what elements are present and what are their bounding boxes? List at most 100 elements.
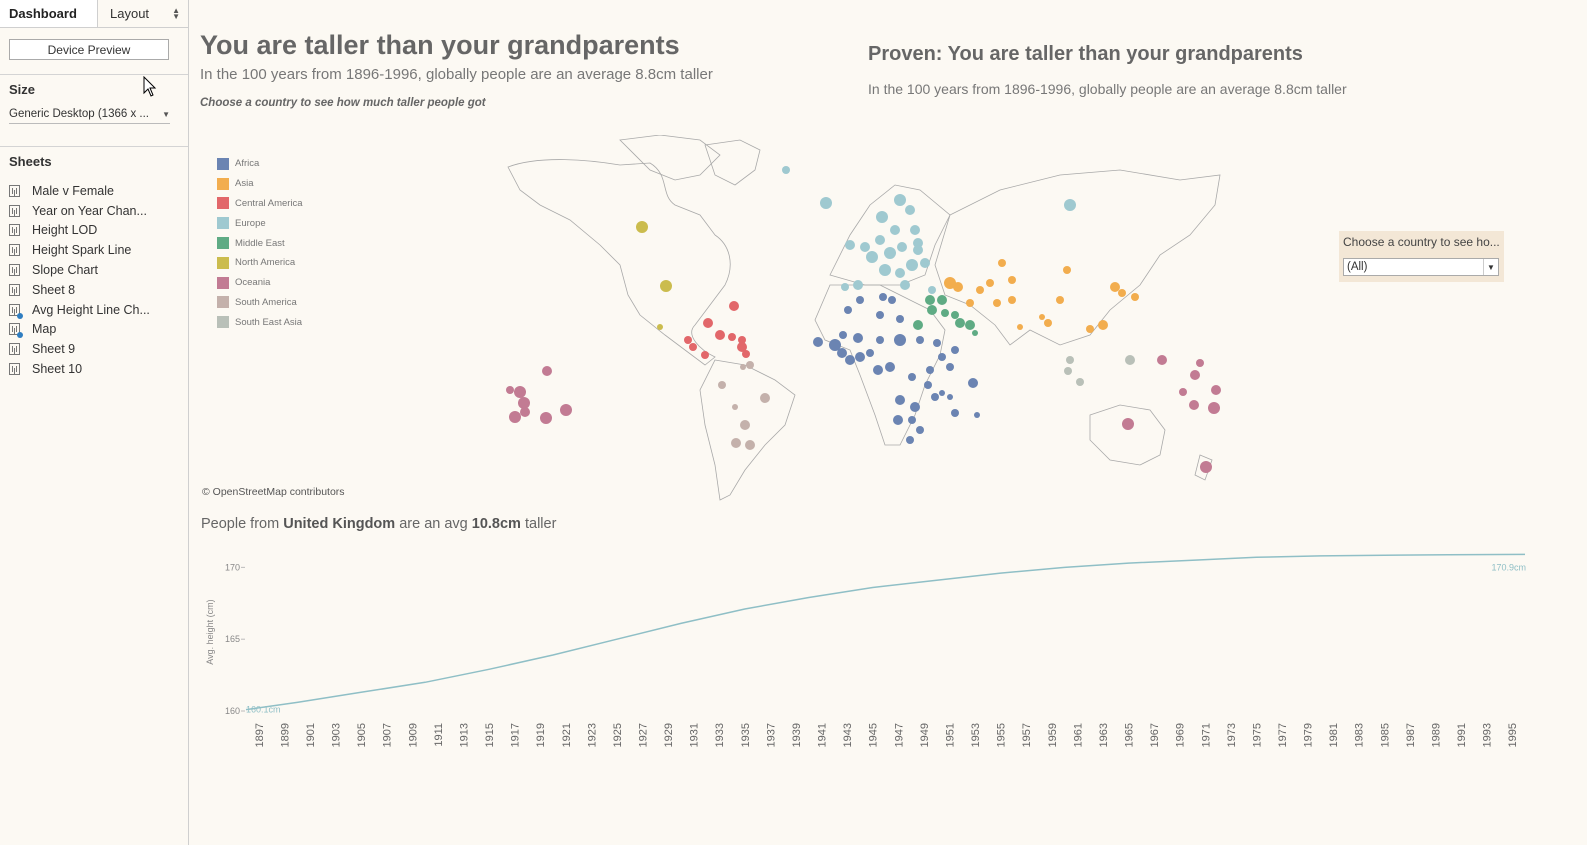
sheet-item[interactable]: Height Spark Line xyxy=(9,240,150,260)
sheet-item[interactable]: Male v Female xyxy=(9,181,150,201)
caption-country: United Kingdom xyxy=(283,516,396,532)
sidebar-tabs: Dashboard Layout ▲ ▼ xyxy=(0,0,188,28)
tab-dashboard[interactable]: Dashboard xyxy=(0,0,98,27)
x-tick-label: 1899 xyxy=(279,723,291,747)
legend-label: Oceania xyxy=(235,277,271,289)
map-dot xyxy=(976,286,984,294)
worksheet-icon xyxy=(9,224,20,237)
map-dot xyxy=(514,386,526,398)
map-dot xyxy=(845,355,855,365)
map-dot xyxy=(866,251,878,263)
x-tick-label: 1957 xyxy=(1021,723,1033,747)
map-dot xyxy=(845,240,855,250)
legend-swatch xyxy=(217,157,229,170)
chevron-down-icon: ▼ xyxy=(1483,259,1498,275)
sheet-item[interactable]: Height LOD xyxy=(9,221,150,241)
legend-item[interactable]: Middle East xyxy=(217,233,303,253)
sheet-item[interactable]: Sheet 8 xyxy=(9,280,150,300)
map-dot xyxy=(1110,282,1120,292)
tab-layout[interactable]: Layout ▲ ▼ xyxy=(98,0,188,27)
chevron-down-icon: ▼ xyxy=(162,109,170,119)
sheet-item[interactable]: Slope Chart xyxy=(9,260,150,280)
sheet-label: Avg Height Line Ch... xyxy=(32,302,150,317)
legend-swatch xyxy=(217,177,229,190)
sidebar: Dashboard Layout ▲ ▼ Device Preview Size … xyxy=(0,0,189,845)
sheet-item[interactable]: Sheet 9 xyxy=(9,339,150,359)
map-dot xyxy=(829,339,841,351)
legend-item[interactable]: South East Asia xyxy=(217,312,303,332)
map-dot xyxy=(1208,402,1220,414)
map-dot xyxy=(737,342,747,352)
x-tick-label: 1995 xyxy=(1507,723,1519,747)
map-dot xyxy=(920,258,930,268)
avg-height-line-chart[interactable]: Avg. height (cm) 160 165 170 1897 1899 1901 190… xyxy=(200,545,1540,775)
map-dot xyxy=(879,293,887,301)
sheet-item[interactable]: Map xyxy=(9,320,150,340)
map-dot xyxy=(732,404,738,410)
map-dot xyxy=(928,286,936,294)
x-tick-label: 1921 xyxy=(561,723,573,747)
country-dots xyxy=(506,166,1221,473)
y-tick-label: 160 xyxy=(225,706,240,716)
divider xyxy=(0,146,188,147)
map-dot xyxy=(906,436,914,444)
map-dot xyxy=(908,373,916,381)
legend-item[interactable]: Africa xyxy=(217,154,303,174)
map-dot xyxy=(873,365,883,375)
x-tick-label: 1903 xyxy=(331,723,343,747)
legend-item[interactable]: Central America xyxy=(217,194,303,214)
x-tick-label: 1975 xyxy=(1251,723,1263,747)
map-dot xyxy=(876,311,884,319)
x-tick-label: 1915 xyxy=(484,723,496,747)
sheet-item[interactable]: Year on Year Chan... xyxy=(9,201,150,221)
map-dot xyxy=(731,438,741,448)
caption-prefix: People from xyxy=(201,516,284,532)
map-dot xyxy=(944,277,956,289)
legend-label: South East Asia xyxy=(235,316,303,328)
map-dot xyxy=(506,386,514,394)
size-dropdown[interactable]: Generic Desktop (1366 x ... ▼ xyxy=(9,105,170,124)
x-tick-label: 1913 xyxy=(458,723,470,747)
y-axis-label: Avg. height (cm) xyxy=(205,599,215,664)
sheet-item[interactable]: Sheet 10 xyxy=(9,359,150,379)
world-map[interactable] xyxy=(500,135,1225,505)
worksheet-icon xyxy=(9,204,20,217)
legend-item[interactable]: Europe xyxy=(217,213,303,233)
legend-label: South America xyxy=(235,296,297,308)
map-dot xyxy=(1179,388,1187,396)
x-tick-label: 1993 xyxy=(1482,723,1494,747)
device-preview-button[interactable]: Device Preview xyxy=(9,39,169,60)
x-tick-label: 1951 xyxy=(944,723,956,747)
map-dot xyxy=(896,315,904,323)
x-tick-label: 1917 xyxy=(510,723,522,747)
legend-item[interactable]: North America xyxy=(217,253,303,273)
x-tick-label: 1937 xyxy=(765,723,777,747)
map-dot xyxy=(1189,400,1199,410)
new-zealand-outline xyxy=(1194,454,1213,481)
map-dot xyxy=(1190,370,1200,380)
country-filter: Choose a country to see ho... (All) ▼ xyxy=(1339,231,1504,282)
x-tick-label: 1985 xyxy=(1379,723,1391,747)
map-dot xyxy=(839,331,847,339)
legend-item[interactable]: Asia xyxy=(217,174,303,194)
sheet-label: Sheet 9 xyxy=(32,342,76,357)
sheet-label: Male v Female xyxy=(32,183,114,198)
proven-subtitle: In the 100 years from 1896-1996, globall… xyxy=(868,81,1347,97)
map-dot xyxy=(1066,356,1074,364)
country-dropdown[interactable]: (All) ▼ xyxy=(1343,258,1499,276)
map-dot xyxy=(925,295,935,305)
proven-title: Proven: You are taller than your grandpa… xyxy=(868,43,1303,65)
dashboard-subtitle: In the 100 years from 1896-1996, globall… xyxy=(200,66,713,83)
map-dot xyxy=(1200,461,1212,473)
x-tick-label: 1987 xyxy=(1405,723,1417,747)
x-tick-label: 1967 xyxy=(1149,723,1161,747)
x-tick-label: 1965 xyxy=(1124,723,1136,747)
map-dot xyxy=(701,351,709,359)
legend-item[interactable]: South America xyxy=(217,293,303,313)
map-dot xyxy=(782,166,790,174)
size-label: Size xyxy=(9,82,36,97)
legend-label: Europe xyxy=(235,217,266,229)
legend-item[interactable]: Oceania xyxy=(217,273,303,293)
sheet-item[interactable]: Avg Height Line Ch... xyxy=(9,300,150,320)
map-dot xyxy=(1131,293,1139,301)
